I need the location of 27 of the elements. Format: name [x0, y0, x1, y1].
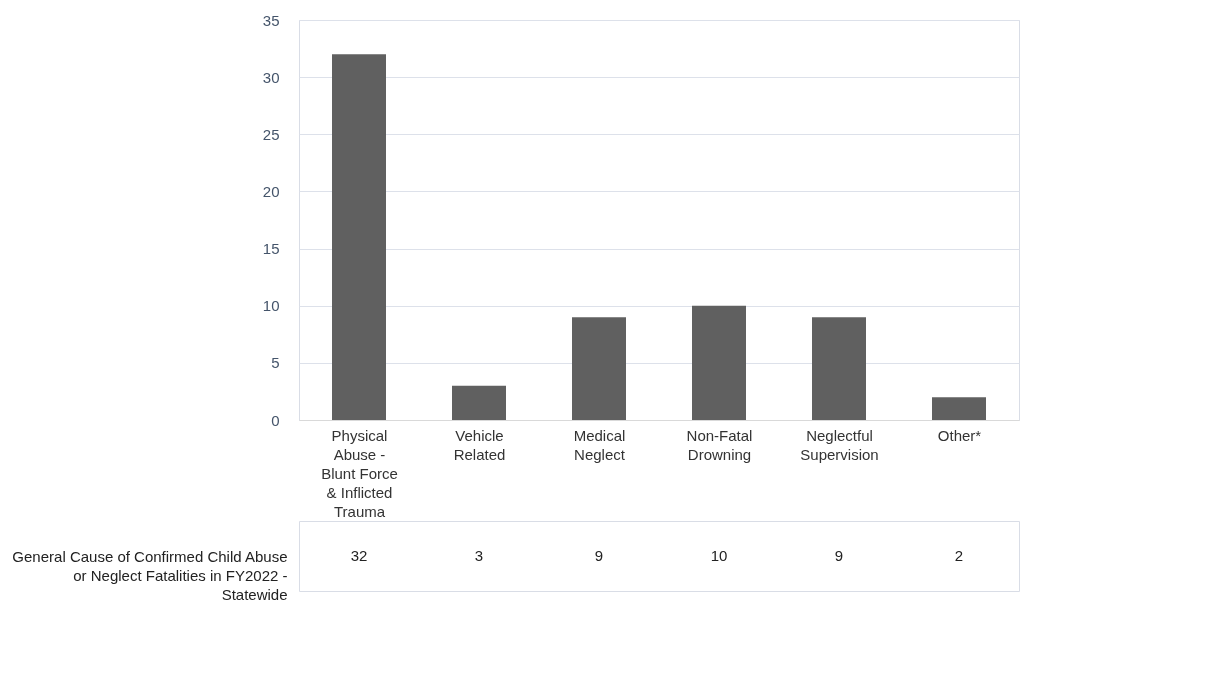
y-tick-label: 15 [262, 240, 280, 258]
x-tick-label: Non-Fatal Drowning [686, 426, 753, 463]
text: General Cause of Confirmed Child Abuse or Neglect Fatalities in FY2022 - Statewide [12, 547, 288, 603]
bar [812, 317, 866, 420]
bar [332, 54, 386, 420]
x-tick-label: Neglectful Supervision [800, 426, 879, 463]
bar [572, 317, 626, 420]
data-label: 3 [474, 547, 484, 564]
y-tick-label: 10 [262, 297, 280, 315]
data-label: 9 [834, 547, 844, 564]
x-tick-label: Physical Abuse - Blunt Force & Inflicted Trauma [321, 426, 398, 520]
bar [692, 305, 746, 420]
y-tick-label: 5 [271, 354, 280, 372]
bar [452, 385, 506, 420]
data-label: 32 [350, 547, 368, 564]
x-tick-label: Vehicle Related [453, 426, 506, 463]
x-tick-label: Other* [937, 426, 982, 444]
y-tick-label: 20 [262, 182, 280, 200]
y-tick-label: 25 [262, 125, 280, 143]
x-tick-label: Medical Neglect [573, 426, 626, 463]
data-label: 9 [594, 547, 604, 564]
data-label: 2 [954, 547, 964, 564]
y-tick-label: 30 [262, 68, 280, 86]
bar [932, 397, 986, 420]
y-tick-label: 0 [271, 411, 280, 429]
data-label: 10 [710, 547, 728, 564]
y-tick-label: 35 [262, 11, 280, 29]
